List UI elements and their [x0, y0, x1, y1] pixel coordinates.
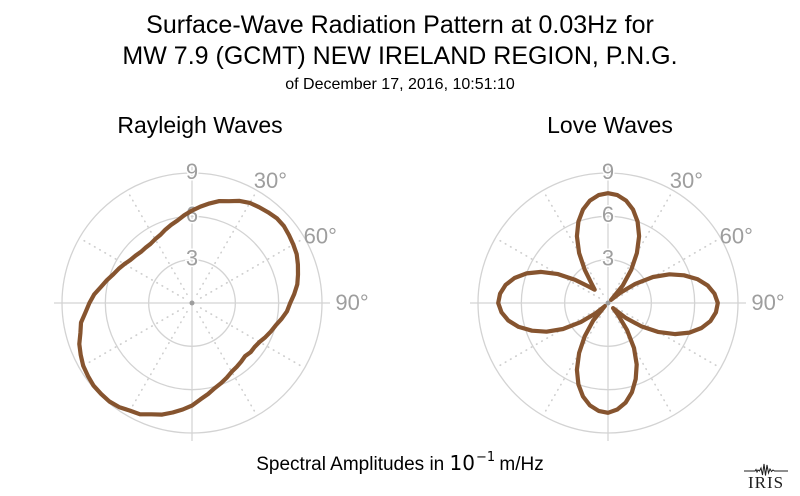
polar-dotted-ray: [127, 310, 188, 415]
love-pattern-curve: [496, 191, 720, 415]
iris-logo: IRIS: [740, 463, 792, 492]
polar-grid-circle: [477, 172, 739, 434]
figure-title-date: of December 17, 2016, 10:51:10: [285, 76, 515, 93]
polar-grid-circle: [61, 172, 323, 434]
angle-tick-label: 60°: [304, 223, 337, 248]
polar-grid-circle: [564, 259, 652, 347]
figure-title-line2: MW 7.9 (GCMT) NEW IRELAND REGION, P.N.G.: [122, 42, 678, 70]
r-tick-label: 9: [602, 159, 614, 184]
polar-dotted-ray: [199, 238, 304, 299]
angle-tick-label: 30°: [254, 168, 287, 193]
polar-dotted-ray: [80, 307, 185, 368]
caption-math-exponent: −1: [475, 450, 496, 466]
r-tick-label: 3: [186, 245, 198, 270]
angle-tick-label: 90°: [751, 290, 784, 315]
polar-dotted-ray: [199, 307, 304, 368]
caption-suffix: m/Hz: [494, 454, 544, 475]
love-plot-title: Love Waves: [547, 112, 673, 138]
r-tick-label: 9: [186, 159, 198, 184]
angle-tick-label: 90°: [335, 290, 368, 315]
polar-grid-circle: [104, 215, 280, 391]
r-tick-label: 6: [602, 202, 614, 227]
polar-dotted-ray: [127, 191, 188, 296]
rayleigh-pattern-curve: [77, 198, 301, 417]
amplitude-units-caption: Spectral Amplitudes in 10−1 m/Hz: [0, 450, 800, 476]
iris-logo-text: IRIS: [747, 473, 785, 492]
caption-prefix: Spectral Amplitudes in: [256, 454, 450, 475]
caption-math: 10−1: [449, 450, 496, 475]
seismogram-icon: [744, 463, 788, 476]
polar-center-dot: [189, 300, 195, 306]
polar-grid-circle: [520, 215, 696, 391]
figure-title: Surface-Wave Radiation Pattern at 0.03Hz…: [0, 10, 800, 95]
polar-center-dot: [605, 300, 611, 306]
r-tick-label: 3: [602, 245, 614, 270]
polar-grid-circle: [148, 259, 236, 347]
caption-math-base: 10: [449, 451, 475, 475]
figure-title-line1: Surface-Wave Radiation Pattern at 0.03Hz…: [146, 11, 654, 39]
polar-dotted-ray: [196, 191, 257, 296]
polar-dotted-ray: [196, 310, 257, 415]
angle-tick-label: 30°: [670, 168, 703, 193]
angle-tick-label: 60°: [720, 223, 753, 248]
rayleigh-plot-title: Rayleigh Waves: [117, 112, 283, 138]
